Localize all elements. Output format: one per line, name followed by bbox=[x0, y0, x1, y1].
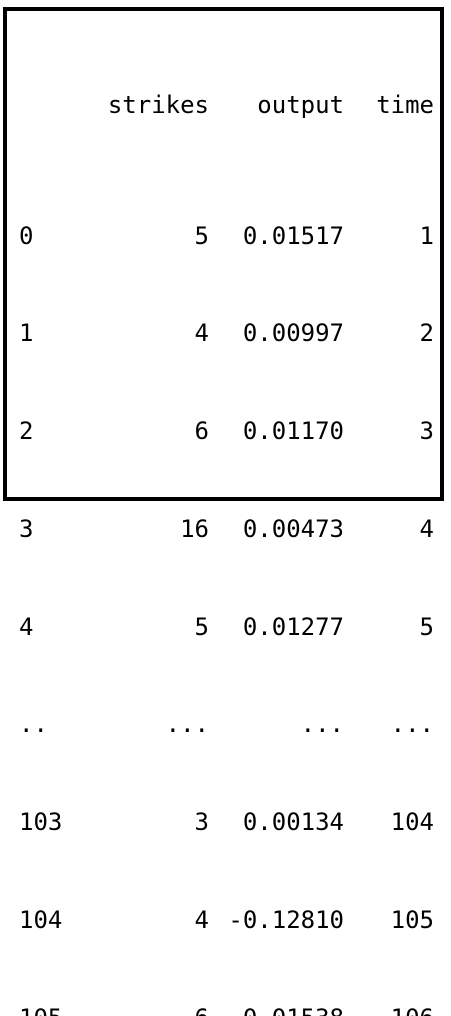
table-row: 104 4 -0.12810 105 bbox=[19, 904, 434, 937]
strikes-cell: 5 bbox=[194, 612, 209, 641]
console-output: strikes output time 0 5 0.01517 1 1 4 0.… bbox=[19, 24, 434, 1016]
table-row: 103 3 0.00134 104 bbox=[19, 806, 434, 839]
output-cell: 0.01277 bbox=[242, 612, 344, 641]
strikes-cell: 4 bbox=[194, 319, 209, 348]
output-cell: 0.01170 bbox=[242, 417, 344, 446]
table-row: 4 5 0.01277 5 bbox=[19, 611, 434, 644]
time-cell: 3 bbox=[419, 417, 434, 446]
strikes-cell: 6 bbox=[194, 417, 209, 446]
console-frame: strikes output time 0 5 0.01517 1 1 4 0.… bbox=[3, 7, 444, 1016]
time-cell: 106 bbox=[344, 1002, 434, 1016]
table-row: 2 6 0.01170 3 bbox=[19, 415, 434, 448]
row-index: 4 bbox=[19, 612, 34, 641]
time-cell: 5 bbox=[419, 612, 434, 641]
output-cell: 0.00997 bbox=[242, 319, 344, 348]
time-cell: 2 bbox=[419, 319, 434, 348]
output-cell: -0.01538 bbox=[209, 1002, 344, 1016]
table-row: 1 4 0.00997 2 bbox=[19, 317, 434, 350]
strikes-cell: 4 bbox=[194, 906, 209, 935]
row-index: 104 bbox=[19, 906, 63, 935]
table-header-row: strikes output time bbox=[19, 89, 434, 122]
table-row: 3 16 0.00473 4 bbox=[19, 513, 434, 546]
time-cell: 1 bbox=[419, 221, 434, 250]
row-index: 3 bbox=[19, 514, 34, 543]
strikes-cell: 5 bbox=[194, 221, 209, 250]
output-cell: 0.00473 bbox=[242, 514, 344, 543]
time-cell: 104 bbox=[390, 808, 434, 837]
index-header bbox=[19, 89, 84, 122]
strikes-cell: ... bbox=[165, 710, 209, 739]
table-row: 105 6 -0.01538 106 bbox=[19, 1002, 434, 1016]
time-cell: 105 bbox=[390, 906, 434, 935]
row-index: 103 bbox=[19, 808, 63, 837]
column-header-output: output bbox=[257, 91, 344, 120]
column-header-time: time bbox=[376, 91, 434, 120]
strikes-cell: 16 bbox=[180, 514, 209, 543]
output-cell: ... bbox=[300, 710, 344, 739]
time-cell: ... bbox=[390, 710, 434, 739]
time-cell: 4 bbox=[419, 514, 434, 543]
strikes-cell: 6 bbox=[84, 1002, 209, 1016]
strikes-cell: 3 bbox=[194, 808, 209, 837]
row-index: 2 bbox=[19, 417, 34, 446]
row-index: 105 bbox=[19, 1002, 84, 1016]
output-cell: 0.01517 bbox=[242, 221, 344, 250]
row-index: 0 bbox=[19, 221, 34, 250]
output-cell: 0.00134 bbox=[242, 808, 344, 837]
column-header-strikes: strikes bbox=[107, 91, 209, 120]
table-row: 0 5 0.01517 1 bbox=[19, 220, 434, 253]
row-index: .. bbox=[19, 710, 48, 739]
output-cell: -0.12810 bbox=[228, 906, 344, 935]
row-index: 1 bbox=[19, 319, 34, 348]
ellipsis-row: .. ... ... ... bbox=[19, 708, 434, 741]
